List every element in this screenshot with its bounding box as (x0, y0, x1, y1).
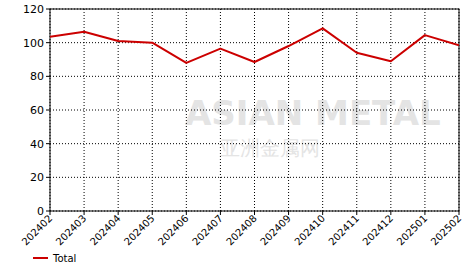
tick (152, 211, 153, 215)
tick-label: 40 (30, 138, 44, 151)
tick-label: 60 (30, 104, 44, 117)
tick (186, 211, 187, 215)
tick (118, 211, 119, 215)
tick-label: 120 (23, 3, 44, 16)
grid-line (390, 9, 391, 211)
tick (46, 177, 50, 178)
plot-frame (50, 9, 459, 211)
tick (46, 42, 50, 43)
tick-label: 202502 (429, 213, 464, 248)
grid-line (84, 9, 85, 211)
tick-label: 202405 (122, 213, 157, 248)
chart: ASIAN METAL亚洲金属网020406080100120202402202… (0, 0, 466, 272)
tick-label: 20 (30, 171, 44, 184)
tick (220, 211, 221, 215)
series-line (50, 28, 459, 63)
tick (254, 211, 255, 215)
tick (46, 211, 50, 212)
tick-label: 202411 (326, 213, 361, 248)
tick-label: 202501 (395, 213, 430, 248)
grid-line (50, 110, 459, 111)
tick (46, 76, 50, 77)
grid-line (254, 9, 255, 211)
tick (50, 211, 51, 215)
grid-line (288, 9, 289, 211)
tick-label: 202408 (224, 213, 259, 248)
tick-label: 202410 (292, 213, 327, 248)
legend-swatch (33, 257, 48, 259)
grid-line (220, 9, 221, 211)
tick (46, 143, 50, 144)
tick (459, 211, 460, 215)
tick (84, 211, 85, 215)
tick (424, 211, 425, 215)
tick-label: 80 (30, 70, 44, 83)
tick (46, 9, 50, 10)
tick (46, 110, 50, 111)
watermark: 亚洲金属网 (220, 136, 320, 160)
tick-label: 100 (23, 37, 44, 50)
tick (356, 211, 357, 215)
tick-label: 202406 (156, 213, 191, 248)
tick (322, 211, 323, 215)
grid-line (186, 9, 187, 211)
grid-line (152, 9, 153, 211)
watermark: ASIAN METAL (185, 93, 441, 133)
tick-label: 202409 (258, 213, 293, 248)
tick (390, 211, 391, 215)
tick-label: 202404 (88, 213, 123, 248)
grid-line (424, 9, 425, 211)
grid-line (118, 9, 119, 211)
series-group (50, 28, 459, 63)
legend-label: Total (52, 253, 76, 264)
tick (288, 211, 289, 215)
grid-line (322, 9, 323, 211)
tick-label: 202412 (360, 213, 395, 248)
grid-line (356, 9, 357, 211)
tick-label: 202402 (20, 213, 55, 248)
tick-label: 202407 (190, 213, 225, 248)
tick-label: 202403 (54, 213, 89, 248)
